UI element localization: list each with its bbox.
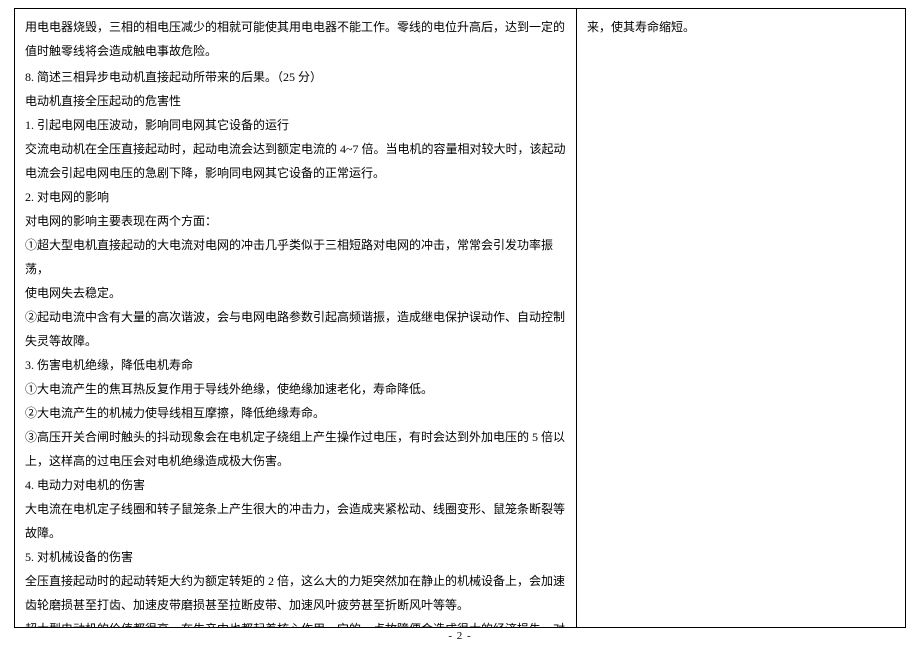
- left-column: 用电电器烧毁，三相的相电压减少的相就可能使其用电电器不能工作。零线的电位升高后，…: [15, 9, 577, 627]
- text-line: 来，使其寿命缩短。: [587, 15, 895, 39]
- question-8-title: 8. 简述三相异步电动机直接起动所带来的后果。（25 分）: [25, 65, 566, 89]
- text-line: 4. 电动力对电机的伤害: [25, 473, 566, 497]
- text-line: ②大电流产生的机械力使导线相互摩擦，降低绝缘寿命。: [25, 401, 566, 425]
- right-column: 来，使其寿命缩短。: [577, 9, 905, 627]
- text-line: 3. 伤害电机绝缘，降低电机寿命: [25, 353, 566, 377]
- text-line: ①超大型电机直接起动的大电流对电网的冲击几乎类似于三相短路对电网的冲击，常常会引…: [25, 233, 566, 281]
- text-line: 2. 对电网的影响: [25, 185, 566, 209]
- text-line: 电动机直接全压起动的危害性: [25, 89, 566, 113]
- text-line: 用电电器烧毁，三相的相电压减少的相就可能使其用电电器不能工作。零线的电位升高后，…: [25, 15, 566, 39]
- text-line: 值时触零线将会造成触电事故危险。: [25, 39, 566, 63]
- text-line: 全压直接起动时的起动转矩大约为额定转矩的 2 倍，这么大的力矩突然加在静止的机械…: [25, 569, 566, 593]
- text-line: 上，这样高的过电压会对电机绝缘造成极大伤害。: [25, 449, 566, 473]
- text-line: ③高压开关合闸时触头的抖动现象会在电机定子绕组上产生操作过电压，有时会达到外加电…: [25, 425, 566, 449]
- text-line: 齿轮磨损甚至打齿、加速皮带磨损甚至拉断皮带、加速风叶疲劳甚至折断风叶等等。: [25, 593, 566, 617]
- page-number: - 2 -: [0, 630, 920, 642]
- text-line: 电流会引起电网电压的急剧下降，影响同电网其它设备的正常运行。: [25, 161, 566, 185]
- text-line: 超大型电动机的价值都很高，在生产中也都起着核心作用。它的一点故障便会造成很大的经…: [25, 617, 566, 627]
- text-line: 5. 对机械设备的伤害: [25, 545, 566, 569]
- text-line: ①大电流产生的焦耳热反复作用于导线外绝缘，使绝缘加速老化，寿命降低。: [25, 377, 566, 401]
- text-line: 使电网失去稳定。: [25, 281, 566, 305]
- text-line: 大电流在电机定子线圈和转子鼠笼条上产生很大的冲击力，会造成夹紧松动、线圈变形、鼠…: [25, 497, 566, 521]
- page-frame: 用电电器烧毁，三相的相电压减少的相就可能使其用电电器不能工作。零线的电位升高后，…: [14, 8, 906, 628]
- text-line: 失灵等故障。: [25, 329, 566, 353]
- text-line: ②起动电流中含有大量的高次谐波，会与电网电路参数引起高频谐振，造成继电保护误动作…: [25, 305, 566, 329]
- text-line: 故障。: [25, 521, 566, 545]
- text-line: 1. 引起电网电压波动，影响同电网其它设备的运行: [25, 113, 566, 137]
- text-line: 交流电动机在全压直接起动时，起动电流会达到额定电流的 4~7 倍。当电机的容量相…: [25, 137, 566, 161]
- text-line: 对电网的影响主要表现在两个方面：: [25, 209, 566, 233]
